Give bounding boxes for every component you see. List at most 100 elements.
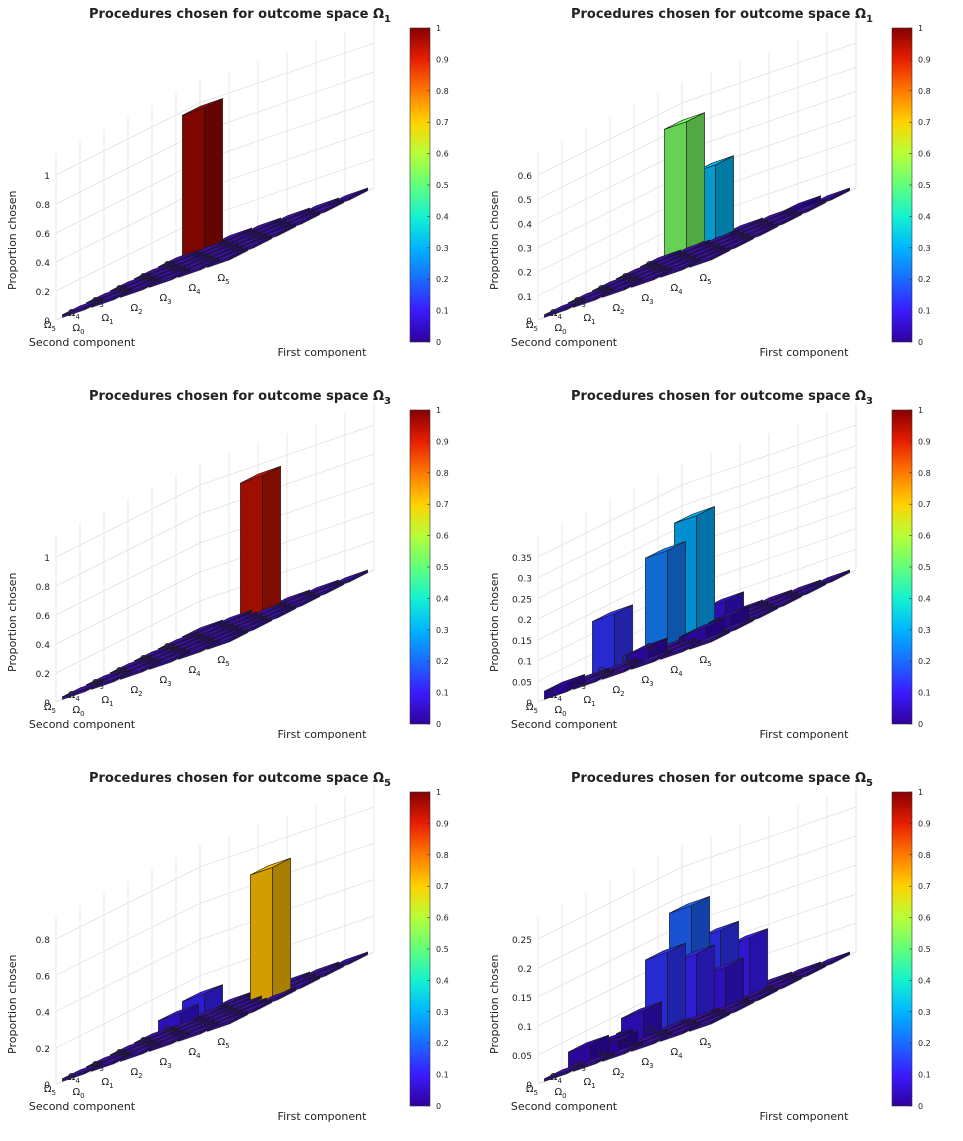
z-tick-label: 0.4: [518, 220, 533, 230]
colorbar-tick-label: 0: [918, 720, 923, 729]
colorbar-tick-label: 0.4: [436, 212, 449, 221]
colorbar: 0 0.1 0.2 0.3 0.4 0.5 0.6 0.7 0.8 0.9 1: [409, 406, 449, 729]
y-tick-label: Ω5: [526, 1084, 538, 1097]
z-tick-label: 0.2: [518, 965, 532, 975]
x-tick-label: Ω2: [130, 303, 142, 316]
x-tick-label: Ω3: [159, 293, 171, 306]
x-tick-label: Ω4: [670, 283, 683, 296]
y-tick-label: Ω0: [646, 642, 658, 655]
colorbar-tick-label: 0.3: [918, 244, 931, 253]
y-axis-label: Second component: [511, 336, 618, 349]
colorbar-tick-label: 0.1: [436, 689, 449, 698]
x-axis-label: First component: [278, 346, 368, 359]
chart-panel-5: Procedures chosen for outcome space Ω5 0 0…: [0, 764, 481, 1141]
colorbar-tick-label: 0.7: [436, 500, 449, 509]
y-tick-label: Ω2: [598, 1048, 610, 1061]
z-tick-label: 0: [526, 1081, 532, 1091]
colorbar-tick-label: 0.9: [918, 437, 931, 446]
z-tick-label: 0.8: [36, 583, 51, 593]
y-axis: Ω0 Ω1 Ω2 Ω3 Ω4 Ω5: [44, 642, 176, 715]
x-axis: Ω0 Ω1 Ω2 Ω3 Ω4 Ω5: [72, 1037, 229, 1100]
y-tick-label: Ω4: [550, 308, 563, 321]
colorbar-tick-label: 1: [918, 406, 923, 415]
floor-tile: [544, 1061, 585, 1082]
z-tick-label: 0.35: [512, 554, 532, 564]
colorbar-tick-label: 0: [918, 338, 923, 347]
chart-svg: Procedures chosen for outcome space Ω100…: [488, 7, 931, 359]
colorbar-tick-label: 0.5: [436, 563, 449, 572]
y-tick-label: Ω2: [116, 1048, 128, 1061]
z-axis: 0 0.2 0.4 0.6 0.8 1: [36, 554, 51, 709]
colorbar-tick-label: 0.2: [436, 275, 449, 284]
x-tick-label: Ω2: [130, 1067, 142, 1080]
z-tick-label: 0.6: [36, 612, 51, 622]
y-tick-label: Ω0: [164, 260, 176, 273]
colorbar-tick-label: 0.5: [436, 945, 449, 954]
z-axis: 0 0.05 0.1 0.15 0.2 0.25 0.3 0.35: [512, 554, 532, 709]
y-tick-label: Ω0: [646, 1024, 658, 1037]
bars: [544, 112, 850, 318]
y-axis: Ω0 Ω1 Ω2 Ω3 Ω4 Ω5: [44, 260, 176, 333]
colorbar-tick-label: 1: [436, 406, 441, 415]
z-tick-label: 0.1: [518, 293, 532, 303]
z-tick-label: 0.15: [512, 994, 532, 1004]
colorbar-tick-label: 0.4: [436, 594, 449, 603]
colorbar-tick-label: 0.2: [918, 275, 931, 284]
bars: [544, 506, 850, 700]
x-axis: Ω0 Ω1 Ω2 Ω3 Ω4 Ω5: [554, 273, 711, 336]
z-axis-label: Proportion chosen: [488, 572, 501, 672]
y-tick-label: Ω4: [550, 1072, 563, 1085]
colorbar-tick-label: 0.1: [436, 307, 449, 316]
bar: [645, 541, 686, 654]
grid: [55, 785, 375, 1085]
colorbar-tick-label: 0.9: [918, 819, 931, 828]
colorbar-tick-label: 0.9: [436, 55, 449, 64]
x-axis: Ω0 Ω1 Ω2 Ω3 Ω4 Ω5: [554, 655, 711, 718]
chart-panel-3: Procedures chosen for outcome space Ω3 0 0…: [0, 382, 481, 759]
y-tick-label: Ω5: [526, 702, 538, 715]
colorbar-tick-label: 0.1: [918, 1071, 931, 1080]
colorbar-tick-label: 0.6: [436, 150, 449, 159]
y-tick-label: Ω3: [92, 1060, 104, 1073]
z-tick-label: 1: [44, 172, 50, 182]
colorbar-tick-label: 0.3: [436, 1008, 449, 1017]
y-tick-label: Ω2: [598, 284, 610, 297]
x-axis: Ω0 Ω1 Ω2 Ω3 Ω4 Ω5: [72, 273, 229, 336]
z-tick-label: 0.25: [512, 595, 532, 605]
colorbar-tick-label: 1: [918, 788, 923, 797]
chart-svg: Procedures chosen for outcome space Ω500…: [6, 771, 449, 1123]
y-tick-label: Ω0: [164, 1024, 176, 1037]
colorbar-tick-label: 0.7: [918, 118, 931, 127]
x-tick-label: Ω5: [217, 655, 229, 668]
z-axis-label: Proportion chosen: [488, 954, 501, 1054]
z-tick-label: 0.1: [518, 658, 532, 668]
colorbar-tick-label: 0.1: [436, 1071, 449, 1080]
bars: [62, 466, 368, 700]
x-tick-label: Ω3: [159, 675, 171, 688]
x-tick-label: Ω3: [641, 1057, 653, 1070]
floor-tile: [62, 297, 103, 318]
colorbar-tick-label: 0.3: [918, 626, 931, 635]
x-axis: Ω0 Ω1 Ω2 Ω3 Ω4 Ω5: [72, 655, 229, 718]
x-tick-label: Ω2: [612, 685, 624, 698]
colorbar: 0 0.1 0.2 0.3 0.4 0.5 0.6 0.7 0.8 0.9 1: [891, 406, 931, 729]
x-tick-label: Ω1: [583, 695, 595, 708]
y-tick-label: Ω4: [68, 1072, 81, 1085]
colorbar-tick-label: 0: [918, 1102, 923, 1111]
colorbar-tick-label: 0.6: [918, 914, 931, 923]
colorbar-tick-label: 0.9: [436, 819, 449, 828]
z-tick-label: 0.3: [518, 575, 532, 585]
bar: [626, 637, 667, 668]
chart-title: Procedures chosen for outcome space Ω3: [571, 389, 873, 407]
y-axis-label: Second component: [29, 718, 136, 731]
y-tick-label: Ω2: [598, 666, 610, 679]
x-tick-label: Ω1: [101, 695, 113, 708]
y-axis: Ω0 Ω1 Ω2 Ω3 Ω4 Ω5: [526, 1024, 658, 1097]
y-tick-label: Ω3: [574, 1060, 586, 1073]
x-tick-label: Ω0: [72, 323, 84, 336]
z-tick-label: 0: [44, 317, 50, 327]
x-tick-label: Ω0: [72, 705, 84, 718]
x-tick-label: Ω2: [612, 1067, 624, 1080]
z-tick-label: 0.6: [36, 230, 51, 240]
y-tick-label: Ω3: [574, 678, 586, 691]
